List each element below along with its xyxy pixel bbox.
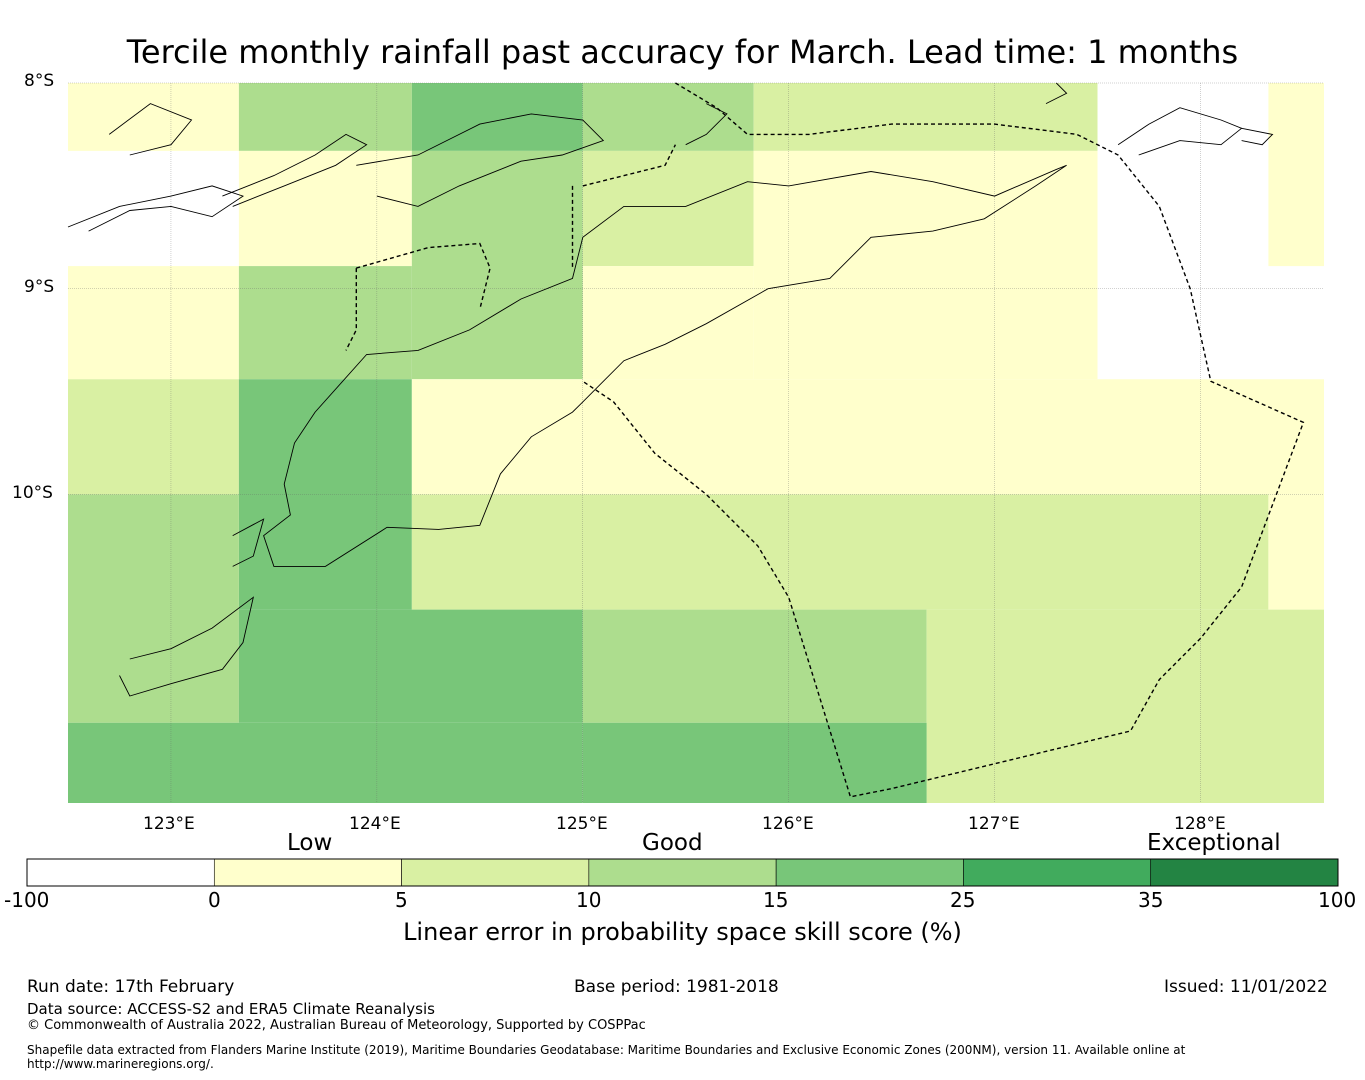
skill-cell xyxy=(753,83,1098,151)
lon-label-127e: 127°E xyxy=(968,814,1020,834)
skill-cell xyxy=(238,266,412,380)
colorbar-tick: 10 xyxy=(576,888,602,912)
category-low: Low xyxy=(287,830,333,856)
eez-boundary xyxy=(582,82,1305,798)
issued-date: Issued: 11/01/2022 xyxy=(1164,977,1328,997)
skill-cell xyxy=(68,83,239,151)
lon-label-125e: 125°E xyxy=(556,814,608,834)
eez-boundary xyxy=(356,242,491,310)
graticule-layer xyxy=(68,82,1324,803)
colorbar-segment xyxy=(401,858,590,887)
skill-cell xyxy=(582,722,927,803)
colorbar-segment xyxy=(213,858,402,887)
category-good: Good xyxy=(642,830,703,856)
skill-cell xyxy=(926,609,1324,803)
skill-cell xyxy=(411,150,583,380)
chart-title: Tercile monthly rainfall past accuracy f… xyxy=(126,33,1239,71)
skill-cell xyxy=(238,609,583,723)
lon-label-124e: 124°E xyxy=(349,814,401,834)
colorbar-frame xyxy=(26,858,1339,887)
colorbar-tick: 5 xyxy=(395,888,408,912)
colorbar-tick: 100 xyxy=(1318,888,1357,912)
lon-label-128e: 128°E xyxy=(1174,814,1226,834)
skill-cell xyxy=(68,379,239,495)
coastline xyxy=(108,103,193,156)
skill-cells-layer xyxy=(68,83,1325,803)
coastline xyxy=(263,164,1067,567)
copyright: © Commonwealth of Australia 2022, Austra… xyxy=(27,1018,646,1033)
lat-label-9s: 9°S xyxy=(24,277,55,297)
skill-cell xyxy=(582,150,754,267)
colorbar-tick: 25 xyxy=(950,888,976,912)
coastline xyxy=(1045,82,1068,105)
colorbar-segment xyxy=(1150,858,1339,887)
coastline xyxy=(222,133,368,207)
colorbar-tick: 0 xyxy=(208,888,221,912)
colorbar-segment xyxy=(588,858,777,887)
coastline xyxy=(119,596,255,697)
coastline xyxy=(232,518,265,567)
skill-cell xyxy=(411,379,1325,495)
skill-cell xyxy=(753,150,1098,380)
colorbar-segment xyxy=(26,858,215,887)
skill-cell xyxy=(1268,83,1324,267)
skill-cell xyxy=(238,83,412,151)
coastline xyxy=(67,185,245,232)
eez-boundary xyxy=(345,268,357,351)
category-exceptional: Exceptional xyxy=(1147,830,1281,856)
data-source: Data source: ACCESS-S2 and ERA5 Climate … xyxy=(27,1000,435,1018)
coastline xyxy=(685,103,728,146)
eez-boundary-layer xyxy=(345,82,1305,798)
skill-cell xyxy=(582,609,927,723)
skill-cell xyxy=(238,150,412,267)
skill-cell xyxy=(68,494,239,723)
skill-cell xyxy=(411,494,1269,610)
lat-label-10s: 10°S xyxy=(12,483,53,503)
colorbar-tick: 15 xyxy=(763,888,789,912)
skill-cell xyxy=(238,379,412,610)
coastline xyxy=(1117,107,1243,156)
colorbar-tick: -100 xyxy=(4,888,50,912)
lon-label-123e: 123°E xyxy=(143,814,195,834)
colorbar-label: Linear error in probability space skill … xyxy=(403,918,962,946)
coastline xyxy=(356,113,605,207)
skill-cell xyxy=(68,722,583,803)
lon-label-126e: 126°E xyxy=(762,814,814,834)
base-period: Base period: 1981-2018 xyxy=(574,977,779,997)
colorbar-segment xyxy=(775,858,964,887)
coastline xyxy=(1241,127,1274,146)
shapefile-url: http://www.marineregions.org/. xyxy=(27,1057,214,1071)
lat-label-8s: 8°S xyxy=(24,71,55,91)
colorbar-layer xyxy=(26,858,1339,887)
run-date: Run date: 17th February xyxy=(27,977,235,997)
colorbar-segment xyxy=(963,858,1152,887)
coastline-layer xyxy=(67,82,1274,697)
skill-cell xyxy=(582,83,754,151)
shapefile-credit: Shapefile data extracted from Flanders M… xyxy=(27,1043,1186,1057)
skill-cell xyxy=(68,266,239,380)
colorbar-tick: 35 xyxy=(1138,888,1164,912)
eez-boundary xyxy=(582,144,677,187)
skill-cell xyxy=(1268,494,1324,610)
skill-cell xyxy=(582,266,754,380)
